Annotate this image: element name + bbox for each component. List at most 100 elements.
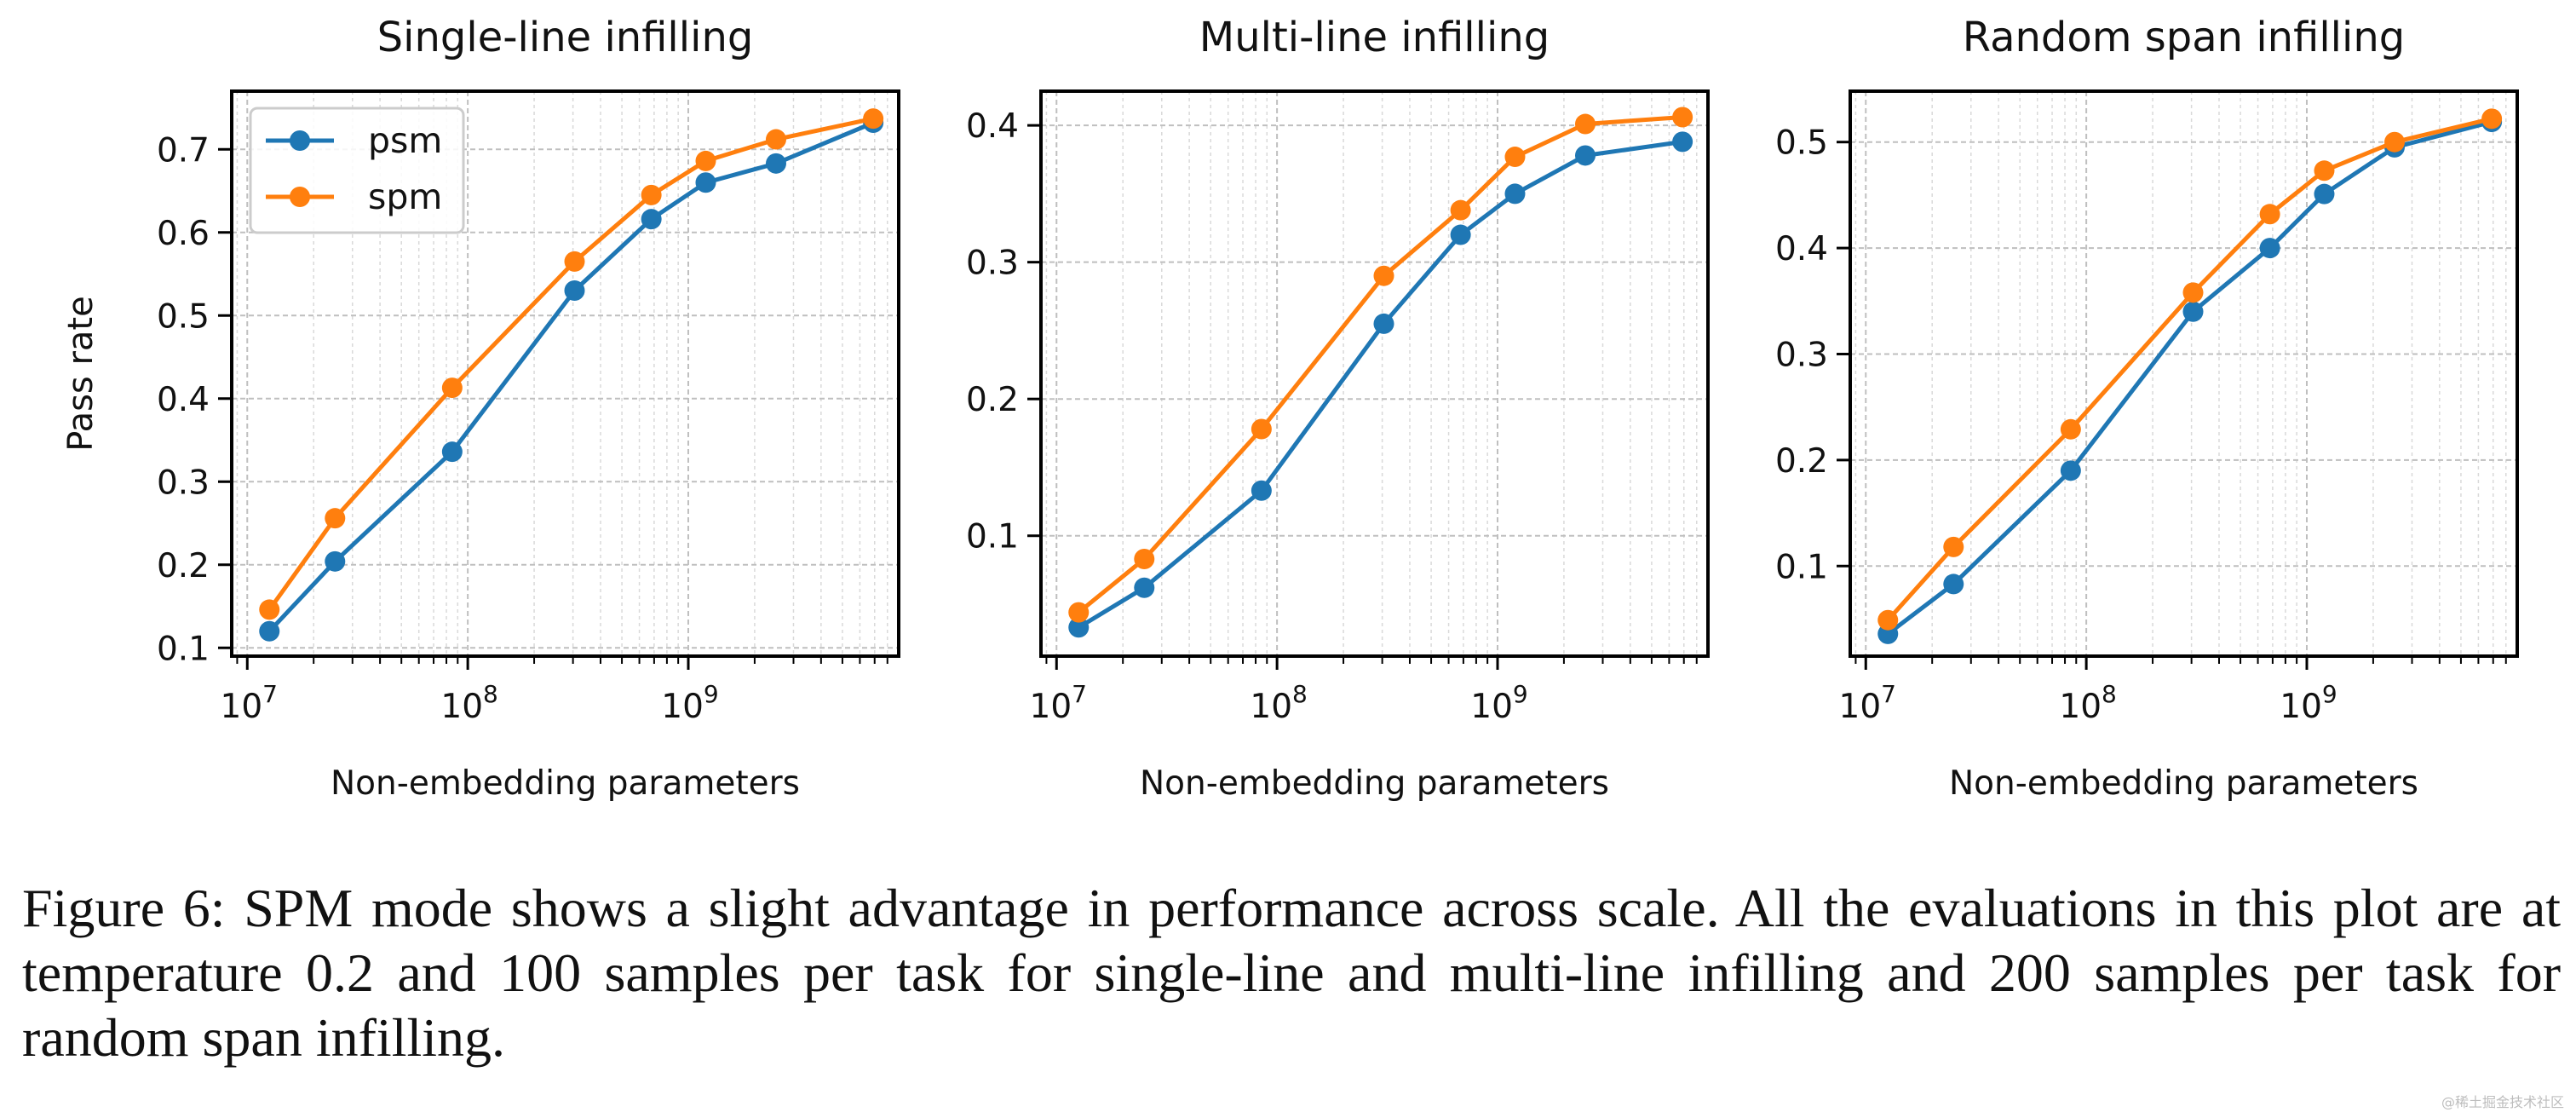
grid-lines	[1850, 91, 2517, 656]
legend-marker-psm	[290, 130, 310, 151]
data-point-spm	[1943, 536, 1964, 557]
data-point-psm	[2182, 301, 2204, 322]
data-point-spm	[1450, 199, 1471, 221]
x-tick-label: 109	[661, 680, 718, 726]
x-tick-label: 107	[221, 680, 278, 726]
data-point-spm	[1672, 107, 1693, 128]
y-tick-label: 0.3	[966, 245, 1019, 283]
data-point-spm	[2060, 418, 2081, 440]
data-point-spm	[641, 184, 662, 205]
plot-frame	[1039, 89, 1710, 658]
x-tick-label: 108	[440, 680, 497, 726]
data-point-spm	[765, 129, 786, 150]
y-tick-label: 0.2	[157, 547, 210, 585]
data-point-psm	[2314, 183, 2335, 205]
data-point-psm	[641, 209, 662, 230]
data-point-spm	[695, 150, 716, 171]
y-tick-label: 0.4	[1775, 230, 1828, 268]
series-spm	[259, 108, 884, 620]
data-point-psm	[1450, 224, 1471, 245]
series-line-spm	[1077, 115, 1683, 614]
y-tick-label: 0.3	[157, 464, 210, 502]
series-psm	[259, 112, 884, 642]
x-tick-label: 107	[1839, 680, 1896, 726]
data-point-spm	[1504, 147, 1526, 168]
legend: psm spm	[249, 107, 465, 234]
data-point-spm	[259, 599, 280, 620]
data-point-psm	[1134, 577, 1155, 598]
data-point-psm	[1373, 313, 1394, 334]
y-tick-label: 0.2	[1775, 442, 1828, 481]
x-tick-label: 109	[1470, 680, 1527, 726]
y-tick-label: 0.6	[157, 215, 210, 253]
y-tick-label: 0.4	[157, 381, 210, 419]
legend-marker-spm	[290, 187, 310, 207]
data-point-psm	[1068, 617, 1090, 638]
y-tick-label: 0.1	[157, 630, 210, 668]
data-point-spm	[2481, 108, 2503, 130]
x-tick-label: 108	[2059, 680, 2116, 726]
series-spm	[1068, 107, 1693, 623]
y-tick-label: 0.4	[966, 107, 1019, 146]
data-point-spm	[441, 377, 463, 399]
data-point-psm	[441, 441, 463, 463]
x-axis-label: Non-embedding parameters	[331, 764, 800, 803]
series-line-psm	[267, 120, 875, 633]
grid-lines	[1041, 91, 1708, 656]
data-point-psm	[2060, 460, 2081, 481]
data-point-spm	[2182, 282, 2204, 303]
data-point-psm	[1943, 573, 1964, 595]
chart-title: Single-line infilling	[377, 14, 754, 61]
figure-caption: Figure 6: SPM mode shows a slight advant…	[22, 878, 2561, 1068]
data-point-spm	[325, 508, 346, 529]
chart-panel-2: 0.1 0.2 0.3 0.4 107 108 109 Multi-line infillin…	[966, 14, 1710, 803]
data-point-psm	[325, 550, 346, 572]
series-spm	[1877, 108, 2503, 631]
figure-panel: 0.1 0.2 0.3 0.4 0.5 0.6 0.7 107 108 109 Single-lin…	[61, 14, 2519, 803]
data-point-psm	[765, 153, 786, 174]
data-point-psm	[1574, 145, 1596, 166]
plot-frame	[230, 89, 900, 658]
data-point-spm	[863, 108, 884, 130]
y-axis-label: Pass rate	[61, 296, 101, 451]
x-tick-label: 109	[2280, 680, 2337, 726]
data-point-psm	[2259, 238, 2280, 259]
y-tick-label: 0.1	[966, 518, 1019, 556]
plot-frame	[1849, 89, 2519, 658]
x-axis-label: Non-embedding parameters	[1949, 764, 2418, 803]
data-point-spm	[1251, 418, 1272, 440]
legend-label-spm: spm	[368, 176, 442, 217]
data-point-psm	[1504, 183, 1526, 205]
chart-panel-3: 0.1 0.2 0.3 0.4 0.5 107 108 109 Random span infi…	[1775, 14, 2519, 803]
data-point-spm	[564, 251, 585, 272]
y-tick-label: 0.5	[157, 297, 210, 336]
series-line-psm	[1886, 119, 2493, 636]
data-point-psm	[695, 172, 716, 193]
chart-title: Random span infilling	[1963, 14, 2405, 61]
x-tick-label: 108	[1250, 680, 1307, 726]
y-tick-label: 0.7	[157, 131, 210, 170]
data-point-psm	[259, 620, 280, 642]
y-tick-label: 0.1	[1775, 548, 1828, 586]
data-point-spm	[2383, 131, 2405, 153]
data-point-spm	[2314, 160, 2335, 182]
chart-title: Multi-line infilling	[1199, 14, 1550, 61]
x-axis-label: Non-embedding parameters	[1140, 764, 1609, 803]
watermark: @稀土掘金技术社区	[2441, 1094, 2564, 1110]
y-tick-label: 0.5	[1775, 124, 1828, 163]
x-tick-label: 107	[1030, 680, 1087, 726]
y-tick-label: 0.2	[966, 381, 1019, 419]
series-line-psm	[1078, 139, 1683, 630]
data-point-psm	[1251, 480, 1272, 501]
data-point-spm	[2259, 204, 2280, 225]
series-psm	[1068, 131, 1693, 638]
data-point-spm	[1373, 265, 1394, 286]
legend-label-psm: psm	[368, 120, 442, 161]
data-point-psm	[1672, 131, 1693, 153]
y-tick-label: 0.3	[1775, 336, 1828, 374]
chart-panel-1: 0.1 0.2 0.3 0.4 0.5 0.6 0.7 107 108 109 Single-lin…	[61, 14, 900, 803]
data-point-spm	[1068, 602, 1090, 623]
data-point-spm	[1134, 549, 1155, 570]
data-point-psm	[564, 280, 585, 301]
data-point-spm	[1877, 609, 1899, 631]
